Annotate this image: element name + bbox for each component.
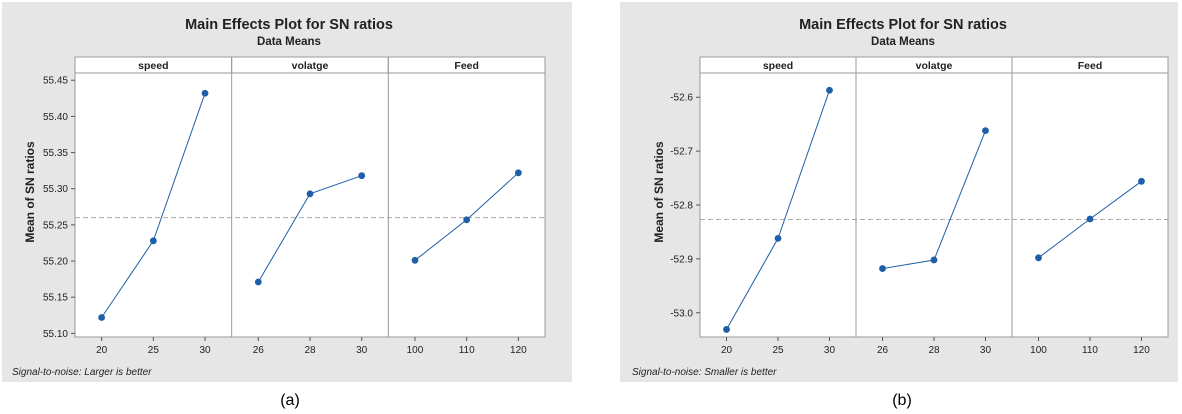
y-tick-label: -53.0 — [670, 308, 693, 319]
data-point — [306, 190, 314, 198]
y-tick-label: 55.40 — [43, 112, 68, 123]
data-point — [982, 127, 989, 135]
chart-subtitle: Data Means — [257, 36, 321, 48]
x-tick-label: 100 — [1030, 345, 1047, 356]
x-tick-label: 26 — [253, 345, 265, 356]
chart-title: Main Effects Plot for SN ratios — [185, 17, 393, 33]
data-point — [1035, 254, 1042, 262]
x-tick-label: 20 — [721, 345, 733, 356]
y-tick-label: -52.8 — [670, 201, 693, 212]
x-tick-label: 120 — [510, 345, 527, 356]
panel-caption: (b) — [892, 392, 912, 409]
y-tick-label: -52.6 — [670, 93, 693, 104]
data-point — [930, 256, 938, 264]
data-point — [358, 172, 366, 180]
x-tick-label: 30 — [199, 345, 211, 356]
x-tick-label: 100 — [407, 345, 424, 356]
chart-subtitle: Data Means — [871, 36, 935, 48]
footnote: Signal-to-noise: Smaller is better — [632, 367, 777, 378]
panel-caption: (a) — [280, 392, 300, 409]
data-point — [514, 169, 522, 177]
data-point — [1138, 177, 1145, 185]
plot-area: 55.10 55.15 55.20 55.25 55.30 55.35 55.40 55.45… — [43, 56, 546, 356]
x-tick-label: 120 — [1133, 345, 1150, 356]
x-tick-label: 26 — [877, 345, 889, 356]
data-point — [774, 235, 782, 242]
data-point — [149, 237, 157, 245]
facet-label: Feed — [454, 60, 479, 72]
facet-label: volatge — [292, 60, 329, 72]
y-tick-label: 55.10 — [43, 329, 68, 340]
data-point — [463, 216, 471, 224]
y-tick-label: -52.7 — [670, 147, 693, 158]
data-point — [411, 256, 419, 264]
y-axis-label: Mean of SN ratios — [652, 141, 666, 243]
data-point — [879, 265, 886, 272]
x-tick-label: 28 — [304, 345, 316, 356]
x-tick-label: 30 — [824, 345, 836, 356]
x-tick-label: 30 — [356, 345, 368, 356]
data-point — [201, 89, 209, 97]
facet-label: Feed — [1078, 60, 1103, 72]
y-axis-label: Mean of SN ratios — [23, 141, 37, 243]
x-tick-label: 30 — [980, 345, 992, 356]
facet-label: volatge — [916, 60, 953, 72]
y-tick-label: 55.30 — [43, 184, 68, 195]
data-point — [1086, 215, 1094, 223]
x-tick-label: 28 — [928, 345, 940, 356]
facet-label: speed — [763, 60, 793, 72]
y-tick-label: -52.9 — [670, 254, 693, 265]
plot-frame — [699, 56, 1169, 338]
y-tick-label: 55.45 — [43, 76, 68, 87]
y-tick-label: 55.35 — [43, 148, 68, 159]
facet-label: speed — [138, 60, 168, 72]
data-point — [254, 278, 262, 286]
data-point — [98, 314, 106, 321]
y-tick-label: 55.15 — [43, 293, 68, 304]
x-tick-label: 25 — [148, 345, 160, 356]
x-tick-label: 25 — [772, 345, 784, 356]
x-tick-label: 110 — [459, 345, 475, 356]
chart-title: Main Effects Plot for SN ratios — [799, 17, 1007, 33]
data-point — [826, 86, 833, 94]
x-tick-label: 20 — [96, 345, 108, 356]
y-tick-label: 55.25 — [43, 220, 68, 231]
y-tick-label: 55.20 — [43, 257, 68, 268]
x-tick-label: 110 — [1082, 345, 1098, 356]
data-point — [723, 326, 730, 333]
footnote: Signal-to-noise: Larger is better — [12, 367, 152, 378]
plot-area: -53.0 -52.9 -52.8 -52.7 -52.6 speed 20 25 30 vola… — [670, 56, 1169, 356]
chart-panel-a: Main Effects Plot for SN ratios Data Mea… — [2, 2, 572, 409]
chart-panel-b: Main Effects Plot for SN ratios Data Mea… — [620, 2, 1178, 409]
